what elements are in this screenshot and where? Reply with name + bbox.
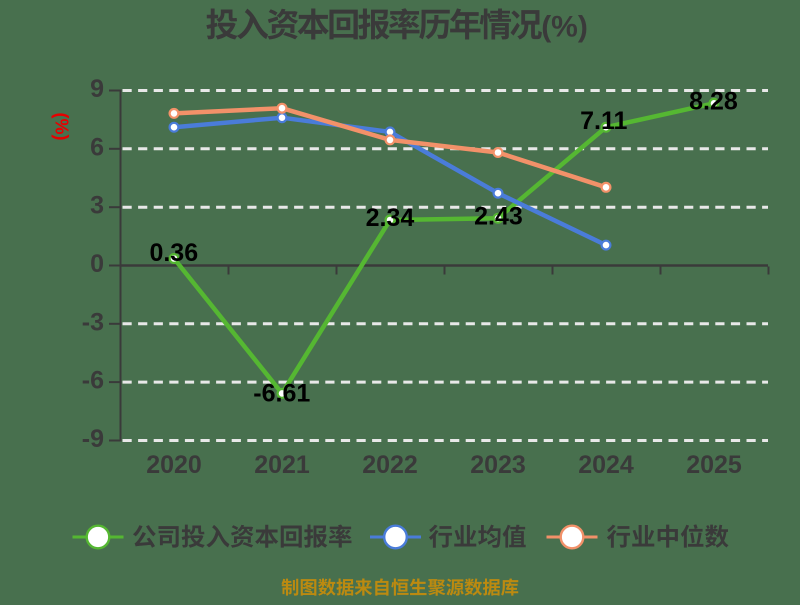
svg-text:2024: 2024 xyxy=(578,451,634,479)
svg-text:-6.61: -6.61 xyxy=(253,380,310,408)
svg-text:2021: 2021 xyxy=(254,451,310,479)
svg-text:3: 3 xyxy=(90,192,104,220)
svg-text:7.11: 7.11 xyxy=(580,107,627,135)
svg-text:(%): (%) xyxy=(52,113,72,141)
svg-text:6: 6 xyxy=(90,133,104,161)
svg-text:(%): (%) xyxy=(541,11,588,44)
svg-text:2023: 2023 xyxy=(470,451,526,479)
svg-text:2022: 2022 xyxy=(362,451,418,479)
svg-text:-6: -6 xyxy=(82,367,104,395)
svg-text:2020: 2020 xyxy=(146,451,202,479)
svg-text:0.36: 0.36 xyxy=(149,239,198,267)
svg-text:2.34: 2.34 xyxy=(366,204,415,232)
svg-text:8.28: 8.28 xyxy=(689,88,738,116)
svg-text:-3: -3 xyxy=(82,308,104,336)
svg-text:-9: -9 xyxy=(82,425,104,453)
svg-text:2025: 2025 xyxy=(686,451,742,479)
svg-text:2.43: 2.43 xyxy=(474,203,523,231)
svg-text:9: 9 xyxy=(90,75,104,103)
svg-text:0: 0 xyxy=(90,250,104,278)
